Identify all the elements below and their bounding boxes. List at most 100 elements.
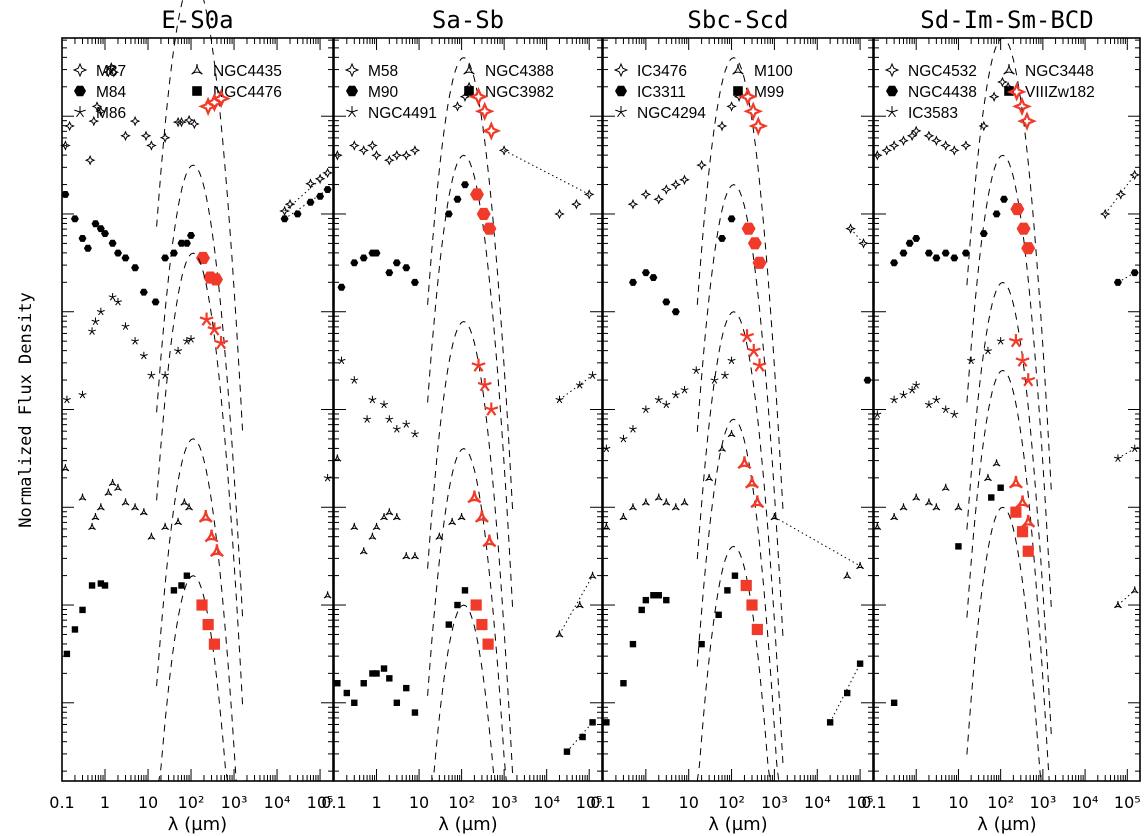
data-point (603, 719, 610, 726)
highlight-point (1021, 373, 1036, 387)
data-point (461, 587, 469, 594)
data-point (91, 513, 100, 521)
data-point (932, 395, 941, 404)
data-point (680, 385, 689, 394)
highlight-point (470, 188, 484, 201)
highlight-point (744, 475, 759, 489)
data-point (692, 366, 701, 374)
series-IC3583 (873, 281, 1139, 735)
highlight-point (740, 329, 755, 343)
highlight-point (1010, 506, 1022, 518)
highlight-point (752, 358, 767, 372)
radio-point (305, 178, 316, 189)
highlight-point (1010, 203, 1025, 216)
dust-model-curve (156, 575, 243, 782)
x-tick-label: 10⁵ (307, 793, 334, 812)
data-point (183, 114, 195, 126)
data-point (170, 587, 178, 594)
legend-marker (72, 62, 88, 78)
legend-marker (615, 106, 627, 118)
data-point (174, 517, 182, 526)
data-point (923, 130, 935, 142)
data-point (992, 210, 1001, 218)
dust-model-curve (966, 154, 1052, 608)
highlight-point (198, 509, 213, 523)
data-point (988, 91, 1000, 103)
series-NGC4435 (61, 438, 332, 782)
highlight-point (752, 256, 767, 269)
legend-label: VIIIZw182 (1025, 84, 1095, 101)
data-point (715, 611, 722, 619)
data-point (988, 494, 995, 501)
data-point (680, 498, 689, 506)
legend-marker (344, 62, 360, 78)
y-ticks (874, 39, 1140, 772)
series-IC3476 (627, 57, 869, 511)
radio-point (1130, 444, 1139, 453)
series-M87 (60, 0, 333, 432)
x-tick-label: 10 (409, 793, 429, 812)
highlight-point (476, 618, 488, 631)
highlight-point (209, 273, 223, 286)
data-point (984, 473, 992, 482)
data-point (992, 459, 1001, 467)
x-axis-label: λ (µm) (168, 814, 227, 835)
data-point (161, 254, 170, 262)
data-point (351, 699, 358, 706)
data-point (393, 699, 401, 706)
highlight-point (1012, 96, 1032, 117)
x-axis-label: λ (µm) (977, 814, 1036, 835)
data-point (402, 552, 411, 560)
data-point (641, 498, 650, 506)
legend-label: M100 (754, 63, 793, 80)
dust-model-curve (427, 320, 514, 775)
legend-marker (192, 86, 202, 96)
radio-point (322, 167, 333, 179)
highlight-point (470, 599, 482, 611)
panel-title: Sa-Sb (432, 6, 504, 34)
data-point (121, 322, 130, 330)
data-point (463, 81, 475, 93)
data-point (161, 522, 170, 531)
highlight-point (482, 222, 497, 235)
y-ticks (603, 39, 873, 772)
data-point (180, 498, 189, 506)
data-point (359, 254, 368, 262)
data-point (662, 498, 671, 506)
data-point (88, 522, 96, 531)
data-point (368, 532, 377, 540)
data-point (187, 335, 195, 343)
data-point (899, 249, 908, 257)
dust-model-curve (427, 604, 513, 782)
data-point (131, 264, 140, 272)
data-point (890, 395, 899, 404)
data-point (671, 308, 680, 316)
legend-label: M86 (96, 105, 126, 122)
x-tick-label: 10⁵ (576, 793, 603, 812)
data-point (912, 493, 921, 501)
x-tick-label: 10⁵ (1114, 793, 1141, 812)
data-point (332, 150, 343, 161)
data-point (402, 420, 411, 428)
data-point (63, 650, 71, 658)
x-tick-label: 1 (371, 793, 381, 812)
data-point (724, 587, 731, 594)
data-point (671, 390, 680, 399)
x-tick-label: 10² (718, 793, 745, 812)
data-point (940, 140, 952, 151)
highlight-point (209, 544, 224, 558)
data-point (888, 140, 900, 151)
highlight-point (474, 509, 489, 523)
data-point (871, 149, 883, 161)
data-point (654, 395, 663, 404)
series-M86 (62, 252, 332, 706)
radio-point (279, 205, 290, 217)
data-point (139, 288, 148, 296)
data-point (444, 210, 453, 218)
y-ticks (334, 39, 602, 772)
data-point (640, 189, 652, 200)
legend-label: NGC4294 (637, 105, 706, 122)
data-point (78, 493, 87, 501)
x-tick-label: 10³ (761, 793, 788, 812)
